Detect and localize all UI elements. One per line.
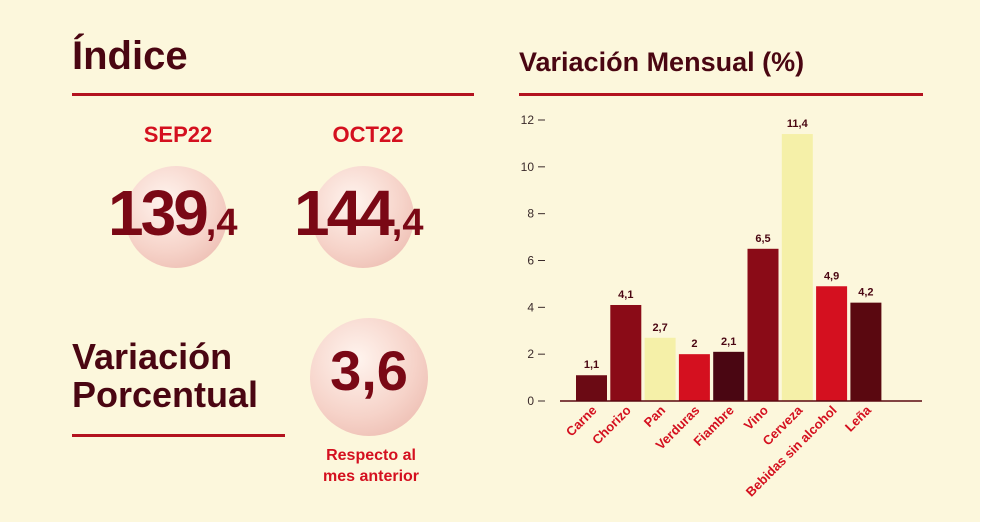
- variation-value: 3,6: [330, 339, 408, 402]
- bar-value-label: 2: [691, 338, 697, 350]
- y-axis: 0 2 4 6 8 10 12: [521, 113, 545, 408]
- bar-value-label: 4,9: [824, 270, 839, 282]
- bar-bebidas-sin-alcohol: [816, 286, 848, 401]
- y-tick-label: 4: [527, 300, 534, 314]
- index-title: Índice: [72, 34, 188, 78]
- bar-value-label: 11,4: [787, 118, 809, 130]
- index-rule: [72, 93, 474, 96]
- variation-title: Variación Porcentual: [72, 338, 258, 414]
- variation-title-line2: Porcentual: [72, 374, 259, 415]
- bar-pan: [644, 337, 676, 401]
- variation-rule: [72, 434, 285, 437]
- x-category-label: Pan: [641, 402, 669, 430]
- variation-note-line2: mes anterior: [322, 468, 420, 485]
- y-tick-label: 6: [527, 254, 534, 268]
- bar-value-label: 4,1: [618, 289, 633, 301]
- y-tick-label: 2: [527, 347, 534, 361]
- x-category-label: Vino: [741, 402, 771, 432]
- bar-value-label: 6,5: [755, 233, 770, 245]
- variation-note-line1: Respecto al: [326, 447, 416, 464]
- bar-carne: [576, 375, 607, 401]
- bar-cerveza: [781, 134, 813, 402]
- y-tick-label: 10: [521, 160, 535, 174]
- chart-rule: [519, 93, 923, 96]
- bar-chorizo: [610, 304, 642, 401]
- index-sep22-value: 139,4: [108, 177, 238, 249]
- index-sep22-bubble: [125, 166, 227, 268]
- variation-note: Respecto al mes anterior: [291, 445, 451, 487]
- period-label-oct22: OCT22: [332, 122, 404, 147]
- y-tick-label: 0: [527, 394, 534, 408]
- x-category-label: Chorizo: [589, 402, 634, 447]
- variation-title-line1: Variación: [72, 336, 233, 377]
- chart-title: Variación Mensual (%): [519, 47, 805, 77]
- bar-verduras: [678, 354, 710, 401]
- x-category-label: Leña: [842, 402, 875, 435]
- bar-value-label: 2,1: [721, 336, 736, 348]
- bar-fiambre: [713, 351, 745, 401]
- index-oct22-bubble: [312, 166, 414, 268]
- bar-value-label: 1,1: [584, 359, 599, 371]
- y-tick-label: 8: [527, 207, 534, 221]
- bar-value-label: 2,7: [652, 322, 667, 334]
- bars-group: 1,1 4,1 2,7 2 2,1 6,5 11,4 4,9 4,2: [576, 118, 882, 402]
- bar-vino: [747, 248, 779, 401]
- period-label-sep22: SEP22: [143, 122, 213, 147]
- bar-value-label: 4,2: [858, 287, 873, 299]
- bar-leña: [850, 302, 882, 401]
- y-tick-label: 12: [521, 113, 535, 127]
- variation-bubble: [310, 318, 428, 436]
- index-oct22-value: 144,4: [294, 177, 424, 249]
